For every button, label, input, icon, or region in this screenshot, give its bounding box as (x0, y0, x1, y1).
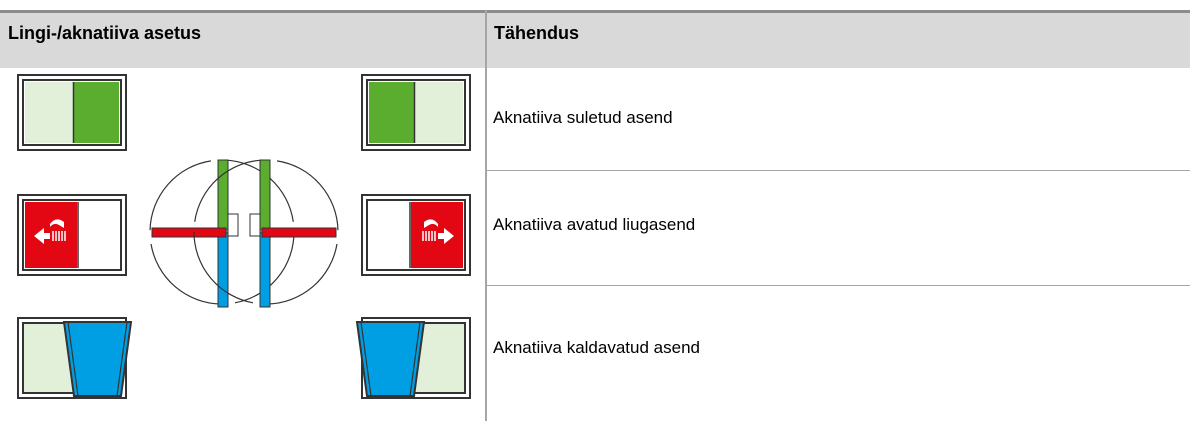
window-slide (17, 194, 127, 276)
window-tilt (356, 317, 471, 399)
window-illustration (17, 74, 471, 399)
table-cell: Aknatiiva suletud asend (485, 68, 1190, 171)
header-cell: Tähendus (486, 10, 1190, 68)
cell-text: Aknatiiva kaldavatud asend (493, 338, 700, 357)
header-cell: Lingi-/aknatiiva asetus (0, 10, 486, 68)
header-text: Tähendus (494, 23, 580, 43)
column-divider (485, 10, 487, 421)
window-slide (361, 194, 471, 276)
window-tilt (17, 317, 132, 399)
header-text: Lingi-/aknatiiva asetus (8, 23, 202, 43)
window-closed (17, 74, 127, 151)
window-closed (361, 74, 471, 151)
table-cell: Aknatiiva avatud liugasend (485, 171, 1190, 286)
cell-text: Aknatiiva avatud liugasend (493, 215, 696, 234)
cell-text: Aknatiiva suletud asend (493, 108, 673, 127)
table-cell: Aknatiiva kaldavatud asend (485, 286, 1190, 421)
